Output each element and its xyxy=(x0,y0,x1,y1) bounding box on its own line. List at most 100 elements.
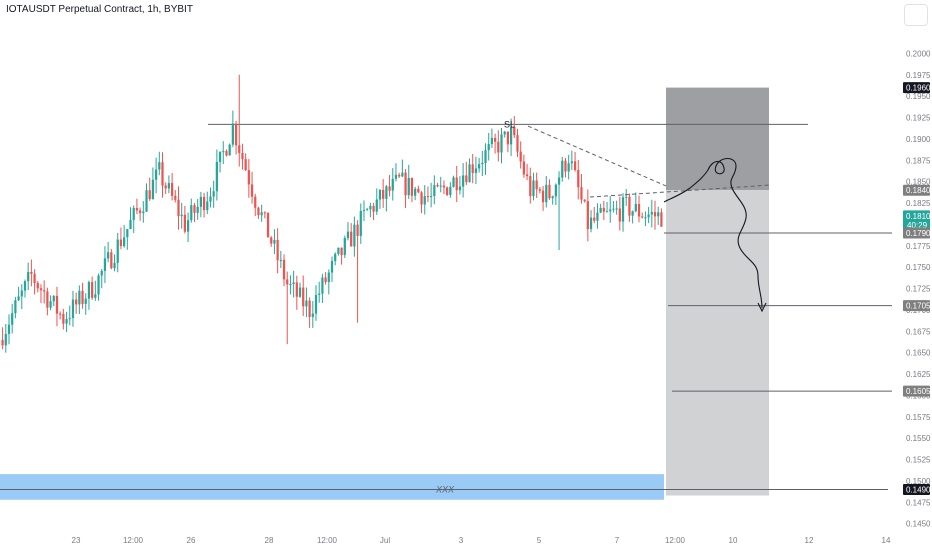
candle-body xyxy=(359,210,362,236)
candle-body xyxy=(586,201,589,230)
candle-body xyxy=(206,201,209,211)
price-tag[interactable] xyxy=(903,210,930,231)
price-tag[interactable] xyxy=(903,227,930,239)
target-zone[interactable] xyxy=(666,190,769,496)
candle-body xyxy=(401,172,404,177)
candle-body xyxy=(215,161,218,192)
candle-body xyxy=(414,188,417,196)
candle-body xyxy=(436,185,439,187)
candle-body xyxy=(573,161,577,171)
candle-body xyxy=(353,224,356,247)
trendline[interactable] xyxy=(527,125,667,187)
candle-body xyxy=(375,199,378,212)
price-tick-label: 0.1550 xyxy=(906,434,931,443)
candle-body xyxy=(154,169,158,180)
candle-body xyxy=(439,185,442,187)
candle-body xyxy=(449,186,452,195)
price-tag[interactable] xyxy=(903,385,930,397)
candle-body xyxy=(557,177,561,185)
candle-body xyxy=(625,196,628,198)
price-tick-label: 0.1725 xyxy=(906,285,931,294)
candle-body xyxy=(350,231,353,247)
candle-body xyxy=(551,196,554,199)
candle-body xyxy=(487,144,490,151)
candle-body xyxy=(497,141,500,153)
candle-body xyxy=(516,135,519,152)
candle-body xyxy=(231,123,234,145)
candle-body xyxy=(305,300,308,307)
candle-body xyxy=(257,207,260,216)
candle-body xyxy=(282,259,286,280)
candle-body xyxy=(634,204,637,212)
candle-body xyxy=(238,145,241,153)
drawn-path[interactable] xyxy=(663,157,763,309)
price-tick-label: 0.1825 xyxy=(906,199,931,208)
trendline[interactable] xyxy=(589,184,771,198)
price-tick-label: 0.1975 xyxy=(906,71,931,80)
candle-body xyxy=(241,152,244,160)
candle-body xyxy=(55,295,59,314)
candle-body xyxy=(103,258,107,271)
candle-body xyxy=(442,185,446,188)
candle-body xyxy=(129,219,132,229)
candle-body xyxy=(36,283,39,289)
candle-body xyxy=(199,196,202,207)
candle-body xyxy=(430,196,433,198)
candle-body xyxy=(593,217,596,221)
candle-body xyxy=(330,261,334,273)
price-tick-label: 0.1700 xyxy=(906,306,931,315)
candle-body xyxy=(33,273,36,284)
candle-body xyxy=(183,214,187,232)
price-tick-label: 0.1600 xyxy=(906,391,931,400)
time-tick-label: 12:00 xyxy=(665,536,686,545)
candle-body xyxy=(59,313,62,315)
candle-body xyxy=(167,183,171,189)
chart-settings-button[interactable] xyxy=(904,4,928,26)
candle-body xyxy=(567,163,570,172)
candle-body xyxy=(503,131,506,135)
candle-body xyxy=(369,205,372,210)
price-tick-label: 0.1900 xyxy=(906,135,931,144)
candle-body xyxy=(407,177,410,196)
price-tag-label: 0.1810 xyxy=(906,212,931,221)
price-tag-label: 0.1490 xyxy=(906,486,931,495)
candle-body xyxy=(81,290,84,304)
price-tag[interactable] xyxy=(903,484,930,496)
candle-body xyxy=(535,180,538,190)
candle-body xyxy=(525,174,529,177)
candle-body xyxy=(126,228,129,238)
candle-body xyxy=(116,239,119,263)
price-tag[interactable] xyxy=(903,82,930,94)
candle-body xyxy=(471,164,474,173)
candle-body xyxy=(644,217,647,219)
candle-body xyxy=(295,282,298,297)
candle-body xyxy=(404,172,407,196)
candle-body xyxy=(78,290,81,305)
stop-zone[interactable] xyxy=(666,87,769,191)
candle-body xyxy=(394,174,398,179)
candle-body xyxy=(46,291,49,308)
candle-body xyxy=(477,164,481,169)
price-tick-label: 0.1625 xyxy=(906,370,931,379)
arrow-head-icon xyxy=(757,302,767,313)
candle-body xyxy=(385,186,388,199)
candle-body xyxy=(589,217,593,230)
time-tick-label: 7 xyxy=(615,536,620,545)
candle-body xyxy=(180,214,183,217)
time-tick-label: 26 xyxy=(187,536,196,545)
candle-body xyxy=(618,208,621,222)
candle-body xyxy=(318,293,321,295)
time-tick-label: 3 xyxy=(459,536,464,545)
price-tag[interactable] xyxy=(903,184,930,196)
candle-body xyxy=(324,277,327,283)
candle-body xyxy=(647,214,650,218)
price-tag[interactable] xyxy=(903,300,930,312)
candle-body xyxy=(455,177,458,191)
price-tick-label: 0.1800 xyxy=(906,220,931,229)
candle-body xyxy=(298,287,302,297)
zone-label: XXX xyxy=(435,485,455,495)
candle-body xyxy=(621,197,625,222)
candle-body xyxy=(660,212,663,227)
candle-body xyxy=(132,207,135,220)
